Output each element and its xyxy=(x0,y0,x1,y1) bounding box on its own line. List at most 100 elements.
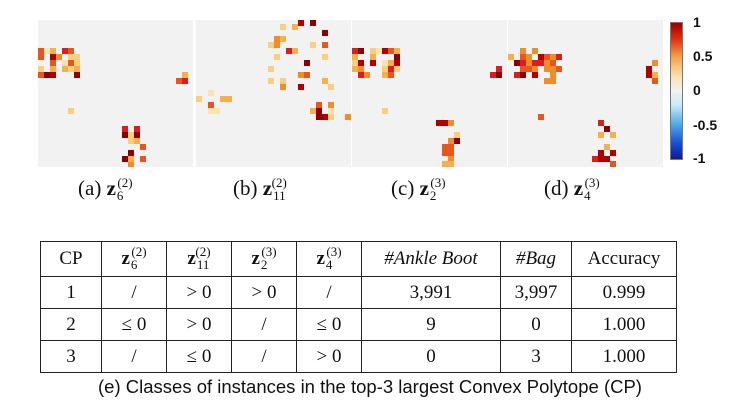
cell-z6-2: / xyxy=(101,340,167,373)
variable-symbol: z xyxy=(106,176,116,200)
heatmap-cell xyxy=(280,78,286,84)
heatmap-cell xyxy=(358,66,364,72)
heatmap-cell xyxy=(520,66,526,72)
heatmap-cell xyxy=(520,60,526,66)
heatmap-cell xyxy=(646,72,652,78)
cell-cp: 1 xyxy=(40,276,102,309)
heatmap-cell xyxy=(382,108,388,114)
heatmap-cell xyxy=(220,96,226,102)
heatmap-cell xyxy=(652,72,658,78)
heatmap-cell xyxy=(122,156,128,162)
heatmap-cell xyxy=(544,66,550,72)
cell-z2-3: > 0 xyxy=(231,276,297,309)
heatmap-cell xyxy=(382,48,388,54)
heatmap-cell xyxy=(496,66,502,72)
heatmap-cell xyxy=(448,150,454,156)
heatmap-cell xyxy=(268,78,274,84)
heatmap-panel-b xyxy=(196,20,351,167)
heatmap-cell xyxy=(128,161,134,167)
heatmap-cell xyxy=(598,132,604,138)
heatmap-cell xyxy=(74,60,80,66)
heatmap-cell xyxy=(310,108,316,114)
heatmap-cell xyxy=(442,161,448,167)
cell-accuracy: 1.000 xyxy=(571,340,677,373)
heatmap-cell xyxy=(128,138,134,144)
subscript: 11 xyxy=(273,188,286,203)
panel-label: (c) xyxy=(391,176,415,200)
heatmap-cell xyxy=(134,138,140,144)
heatmap-cell xyxy=(382,60,388,66)
heatmap-cell xyxy=(50,54,56,60)
cell-ankle-boot: 0 xyxy=(361,340,501,373)
variable-symbol: z xyxy=(419,176,429,200)
heatmap-cell xyxy=(520,72,526,78)
heatmap-cell xyxy=(514,60,520,66)
heatmap-cell xyxy=(556,54,562,60)
heatmap-cell xyxy=(268,66,274,72)
variable-symbol: z xyxy=(573,176,584,200)
heatmap-cell xyxy=(592,156,598,162)
heatmap-cell xyxy=(316,102,322,108)
colorbar xyxy=(670,22,683,160)
heatmap-cell xyxy=(454,132,460,138)
heatmap-cell xyxy=(604,126,610,132)
heatmap-cell xyxy=(538,54,544,60)
cell-z2-3: / xyxy=(231,340,297,373)
heatmap-cell xyxy=(514,72,520,78)
heatmap-cell xyxy=(442,144,448,150)
subscript: 2 xyxy=(260,257,268,272)
heatmap-cell xyxy=(208,90,214,96)
heatmap-cell xyxy=(68,108,74,114)
convex-polytope-table: CP z6(2) z11(2) z2(3) z4(3) #Ankle Boot … xyxy=(40,241,677,373)
heatmap-cell xyxy=(532,72,538,78)
heatmap-cell xyxy=(358,48,364,54)
header-z11-2: z11(2) xyxy=(166,241,232,277)
cell-z6-2: ≤ 0 xyxy=(101,308,167,341)
heatmap-cell xyxy=(62,66,68,72)
heatmap-cell xyxy=(274,36,280,42)
heatmap-cell xyxy=(292,24,298,30)
cell-z11-2: ≤ 0 xyxy=(166,340,232,373)
cell-z6-2: / xyxy=(101,276,167,309)
heatmap-cell xyxy=(454,138,460,144)
variable-symbol: z xyxy=(262,176,273,200)
colorbar-tick: 0 xyxy=(693,82,701,98)
panel-caption-c: (c) z2(3) xyxy=(391,175,446,203)
heatmap-cell xyxy=(448,144,454,150)
heatmap-cell xyxy=(122,126,128,132)
heatmap-cell xyxy=(526,54,532,60)
heatmap-cell xyxy=(598,150,604,156)
heatmap-cell xyxy=(298,84,304,90)
cell-ankle-boot: 3,991 xyxy=(361,276,501,309)
heatmap-cell xyxy=(388,48,394,54)
heatmap-cell xyxy=(280,24,286,30)
heatmap-cell xyxy=(68,60,74,66)
heatmap-cell xyxy=(550,72,556,78)
heatmap-cell xyxy=(74,72,80,78)
heatmap-cell xyxy=(550,54,556,60)
heatmap-cell xyxy=(208,102,214,108)
panel-caption-d: (d) z4(3) xyxy=(544,175,600,202)
heatmap-cell xyxy=(448,120,454,126)
subscript: 2 xyxy=(429,188,437,203)
heatmap-cell xyxy=(550,66,556,72)
colorbar-tick: 1 xyxy=(693,14,701,30)
heatmap-cell xyxy=(316,108,322,114)
heatmap-cell xyxy=(352,66,358,72)
heatmap-cell xyxy=(328,84,334,90)
subscript: 4 xyxy=(325,257,333,272)
heatmap-cell xyxy=(382,72,388,78)
heatmap-cell xyxy=(652,60,658,66)
heatmap-cell xyxy=(352,48,358,54)
heatmap-cell xyxy=(68,48,74,54)
superscript: (3) xyxy=(584,175,600,190)
superscript: (3) xyxy=(430,175,446,190)
heatmap-cell xyxy=(394,66,400,72)
heatmap-cell xyxy=(208,108,214,114)
heatmap-cell xyxy=(598,156,604,162)
header-ankle-boot: #Ankle Boot xyxy=(361,241,501,277)
heatmap-cell xyxy=(322,30,328,36)
superscript: (3) xyxy=(261,244,277,259)
heatmap-cell xyxy=(226,96,232,102)
heatmap-cell xyxy=(122,132,128,138)
